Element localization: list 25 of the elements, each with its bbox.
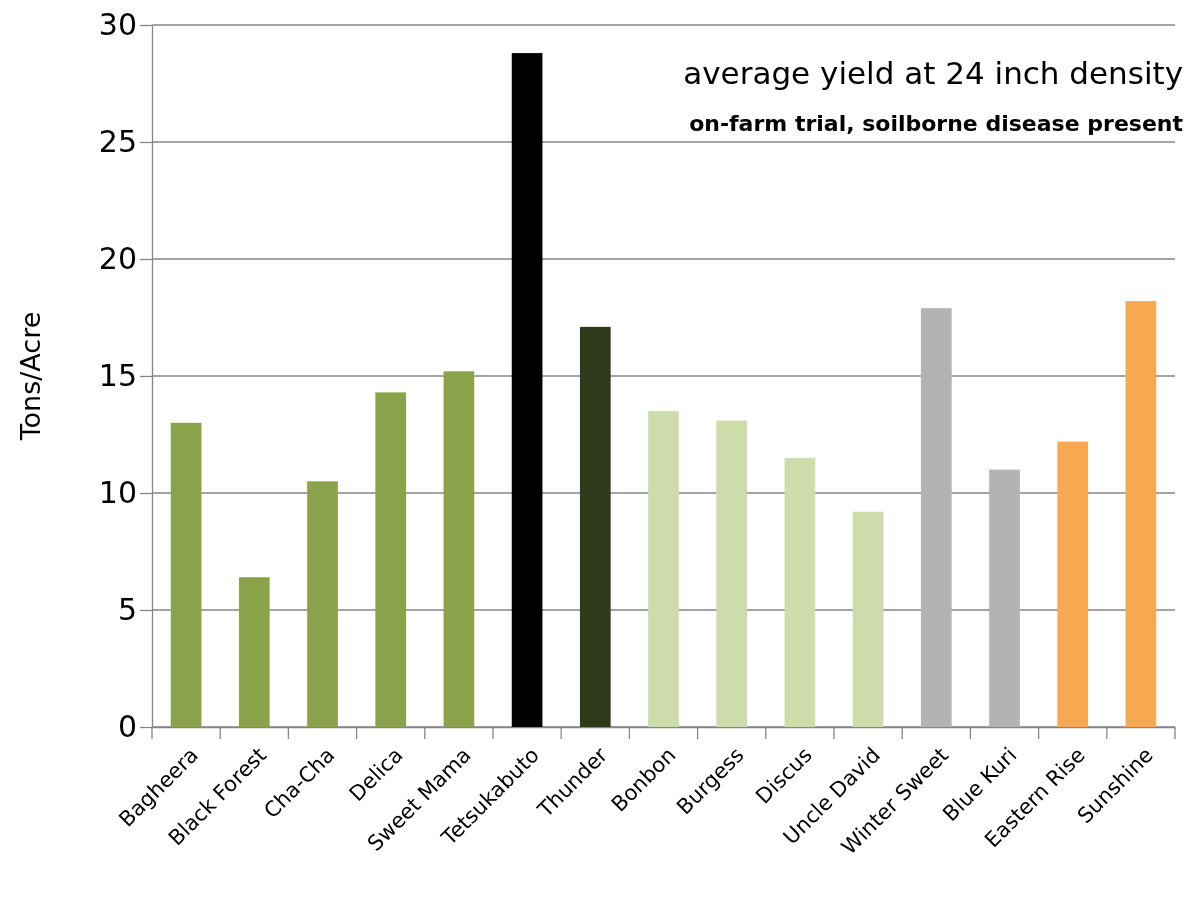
bar	[716, 420, 748, 727]
y-tick-label: 5	[117, 592, 137, 628]
bar	[579, 326, 611, 727]
bar	[852, 511, 884, 727]
y-tick-label: 30	[98, 7, 137, 43]
text: average yield at 24 inch density	[683, 55, 1183, 91]
bar	[170, 422, 202, 727]
y-tick-label: 0	[117, 709, 137, 745]
y-tick-label: 15	[98, 358, 137, 394]
bar	[375, 392, 407, 727]
bar	[784, 457, 816, 727]
bar	[648, 411, 679, 727]
bar	[989, 469, 1020, 727]
bar	[511, 53, 543, 727]
y-axis-title: Tons/Acre	[15, 311, 46, 442]
text: on-farm trial, soilborne disease present	[689, 111, 1184, 136]
bar	[443, 371, 475, 727]
bar	[920, 308, 952, 727]
bar	[1125, 301, 1157, 727]
y-tick-label: 10	[98, 475, 137, 511]
bar	[238, 577, 270, 727]
y-tick-label: 25	[98, 124, 137, 160]
bar	[1057, 441, 1089, 727]
y-tick-label: 20	[98, 241, 137, 277]
bar	[307, 481, 338, 727]
